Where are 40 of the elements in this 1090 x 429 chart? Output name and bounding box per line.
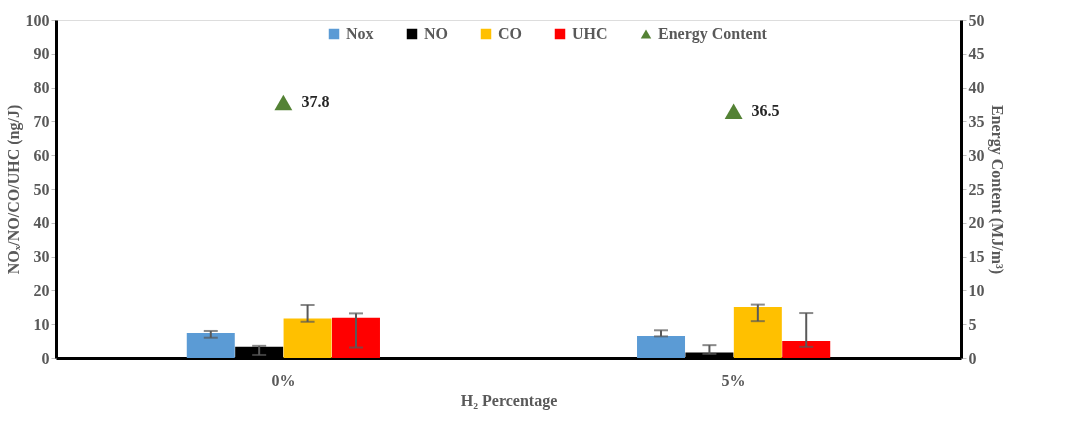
y-tick-label: 30	[33, 248, 50, 266]
legend-label: NO	[424, 25, 448, 42]
y2-tick-label: 45	[968, 45, 985, 63]
data-label: 36.5	[751, 102, 780, 120]
y2-tick-label: 15	[968, 248, 985, 266]
bar	[733, 306, 782, 358]
legend-label: Nox	[346, 25, 374, 42]
legend-label: CO	[498, 25, 522, 42]
x-tick-label: 0%	[271, 371, 296, 389]
y-tick-label: 40	[33, 214, 50, 232]
y2-tick-label: 35	[968, 112, 985, 130]
y-tick-label: 80	[33, 79, 50, 97]
y-tick-label: 60	[33, 146, 50, 164]
y-tick-label: 0	[41, 349, 50, 367]
y2-tick-label: 40	[968, 79, 985, 97]
x-axis-title: H₂ Percentage	[460, 391, 558, 410]
legend-label: Energy Content	[658, 25, 768, 43]
y-tick-label: 100	[25, 11, 50, 29]
y2-axis-title: Energy Content (MJ/m³)	[987, 104, 1006, 275]
y2-tick-label: 20	[968, 214, 985, 232]
y-tick-label: 20	[33, 281, 50, 299]
y-tick-label: 70	[33, 112, 50, 130]
y-tick-label: 50	[33, 180, 50, 198]
bar	[283, 318, 332, 358]
bar	[186, 332, 235, 358]
y-axis-title: NOₓ/NO/CO/UHC (ng/J)	[4, 104, 23, 275]
y2-tick-label: 30	[968, 146, 985, 164]
bar	[637, 336, 686, 358]
y-tick-label: 90	[33, 45, 50, 63]
data-label: 37.8	[301, 93, 330, 111]
y-tick-label: 10	[33, 315, 50, 333]
y2-tick-label: 10	[968, 281, 985, 299]
bar	[331, 317, 380, 358]
x-tick-label: 5%	[721, 371, 746, 389]
y2-tick-label: 0	[968, 349, 977, 367]
y2-tick-label: 50	[968, 11, 985, 29]
y2-tick-label: 25	[968, 180, 985, 198]
y2-tick-label: 5	[968, 315, 977, 333]
legend-label: UHC	[572, 25, 608, 42]
bar	[782, 341, 831, 358]
